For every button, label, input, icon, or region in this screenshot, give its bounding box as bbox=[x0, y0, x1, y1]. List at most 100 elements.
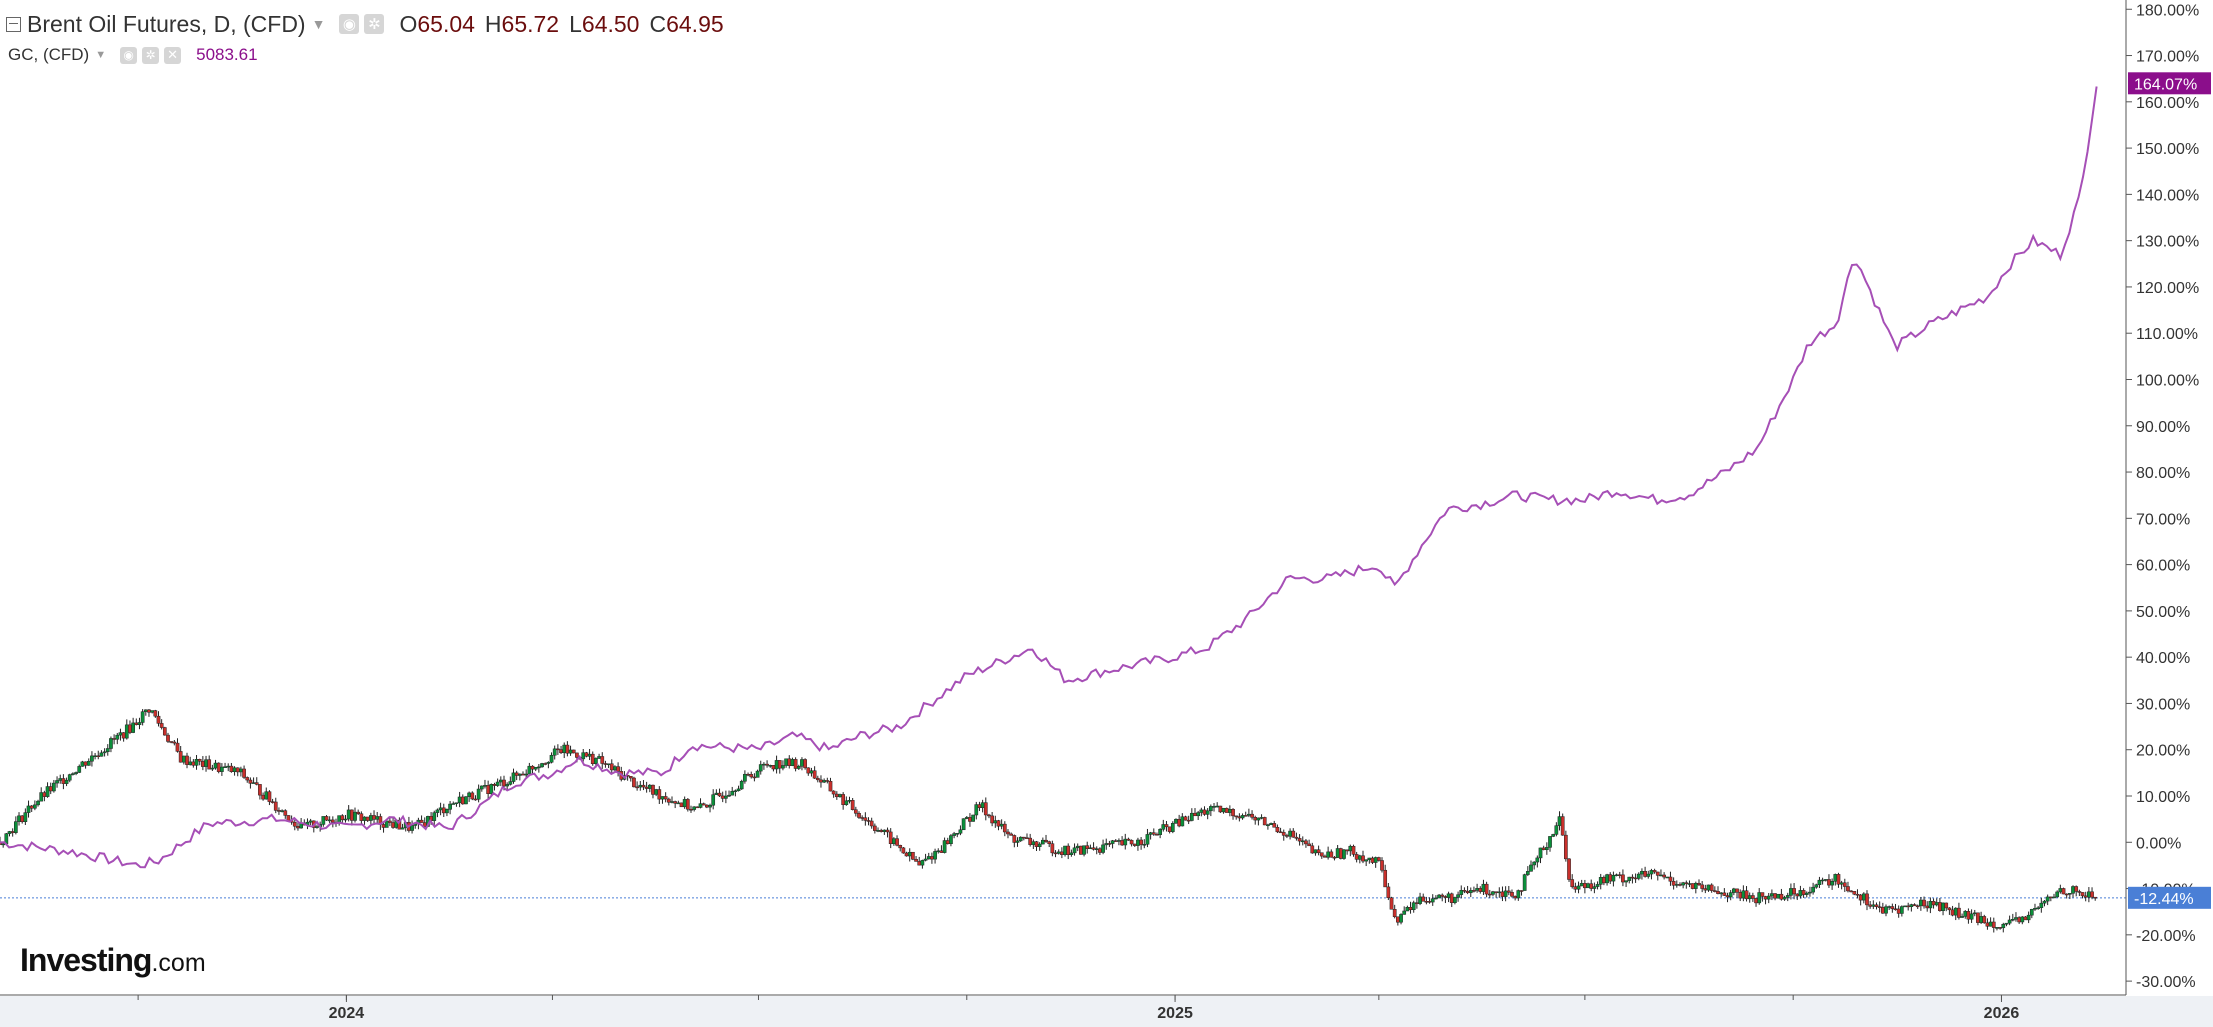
brent-candle bbox=[841, 794, 846, 805]
brent-candle bbox=[530, 765, 535, 770]
brent-candle bbox=[1449, 893, 1454, 903]
brent-candle bbox=[1189, 812, 1194, 821]
brent-candle bbox=[1446, 893, 1451, 898]
brent-candle bbox=[1598, 877, 1603, 885]
brent-candle bbox=[1050, 843, 1055, 854]
brent-candle bbox=[96, 755, 101, 757]
brent-candle bbox=[581, 752, 586, 760]
brent-candle bbox=[1345, 849, 1349, 852]
brent-candle bbox=[1655, 871, 1660, 876]
eye-icon[interactable]: ◉ bbox=[339, 14, 360, 34]
brent-candle bbox=[698, 803, 703, 808]
settings-icon[interactable]: ✲ bbox=[142, 46, 160, 64]
brent-candle bbox=[1459, 890, 1464, 895]
brent-candle bbox=[1732, 888, 1736, 893]
brent-candle bbox=[736, 788, 741, 791]
brent-candle bbox=[651, 784, 655, 795]
compare-symbol[interactable]: GC, (CFD) bbox=[8, 45, 90, 64]
brent-candle bbox=[159, 723, 164, 728]
brent-candle bbox=[1716, 891, 1720, 894]
x-tick-label: 2026 bbox=[1984, 1005, 2020, 1022]
brent-candle bbox=[2045, 896, 2050, 902]
brent-candle bbox=[61, 778, 66, 784]
brent-candle bbox=[771, 765, 776, 770]
symbol-title[interactable]: Brent Oil Futures, D, (CFD) bbox=[27, 10, 306, 37]
brent-candle bbox=[1779, 893, 1784, 900]
brent-candle bbox=[682, 799, 687, 808]
brent-candle bbox=[746, 773, 750, 776]
brent-candle bbox=[1240, 815, 1245, 819]
brent-candle bbox=[705, 804, 709, 808]
brent-candle bbox=[1751, 895, 1755, 899]
brent-candle bbox=[632, 777, 636, 788]
brent-candle bbox=[1633, 877, 1638, 880]
brent-candle bbox=[1361, 855, 1365, 862]
brent-candle bbox=[917, 861, 922, 866]
main-legend-row: Brent Oil Futures, D, (CFD) ▼ ◉ ✲ O65.04… bbox=[6, 9, 724, 39]
brent-candle bbox=[432, 812, 437, 821]
brent-candle bbox=[1434, 897, 1438, 900]
brent-candle bbox=[1830, 881, 1834, 886]
brent-candle bbox=[873, 825, 877, 831]
brent-candle bbox=[1272, 823, 1277, 828]
brent-candle bbox=[1665, 876, 1670, 879]
brent-candle bbox=[1874, 904, 1879, 907]
brent-candle bbox=[996, 820, 1001, 827]
brent-candle bbox=[1823, 879, 1828, 881]
brent-candle bbox=[140, 711, 145, 723]
chevron-down-icon[interactable]: ▼ bbox=[95, 49, 107, 61]
brent-candle bbox=[359, 813, 364, 821]
brent-candle bbox=[556, 748, 560, 751]
brent-candle bbox=[1652, 870, 1657, 873]
brent-candle bbox=[1617, 874, 1622, 876]
brent-candle bbox=[20, 815, 25, 823]
brent-candle bbox=[1259, 817, 1264, 819]
brent-candle bbox=[930, 856, 934, 860]
ohlc-value-O: 65.04 bbox=[417, 10, 475, 37]
brent-candle bbox=[587, 753, 592, 757]
chevron-down-icon[interactable]: ▼ bbox=[311, 16, 326, 32]
brent-candle bbox=[568, 749, 573, 754]
brent-candle bbox=[1703, 888, 1708, 891]
brent-candle bbox=[1037, 843, 1042, 847]
brent-candle bbox=[1370, 857, 1375, 863]
brent-candle bbox=[1231, 809, 1235, 817]
last-value-badges: 164.07% -12.44% bbox=[2128, 72, 2211, 909]
brent-candle bbox=[1180, 816, 1185, 827]
brent-candle bbox=[1481, 883, 1486, 892]
brent-candle bbox=[644, 786, 649, 789]
brent-candle bbox=[2080, 892, 2085, 897]
brent-candle bbox=[1966, 911, 1971, 920]
settings-icon[interactable]: ✲ bbox=[364, 14, 385, 34]
brent-candle bbox=[1776, 893, 1781, 899]
brent-candle bbox=[1170, 823, 1175, 832]
remove-icon[interactable]: ✕ bbox=[164, 46, 182, 64]
brent-candle bbox=[1827, 879, 1831, 886]
brent-candle bbox=[1589, 883, 1594, 889]
brent-candle bbox=[549, 754, 554, 763]
brent-candle bbox=[1310, 845, 1315, 854]
brent-candle bbox=[1985, 922, 1990, 927]
brent-candle bbox=[1979, 916, 1983, 923]
collapse-legend-icon[interactable] bbox=[6, 16, 21, 32]
brent-candle bbox=[584, 752, 589, 757]
brent-candle bbox=[999, 823, 1004, 827]
brent-candle bbox=[628, 776, 633, 779]
brent-candle bbox=[1012, 835, 1017, 843]
y-tick-label: 20.00% bbox=[2136, 743, 2190, 760]
brent-candle bbox=[1294, 836, 1299, 839]
brent-candle bbox=[162, 727, 167, 736]
brent-candle bbox=[990, 815, 994, 824]
brent-candle bbox=[888, 831, 893, 845]
time-axis[interactable]: 2024 2025 2026 bbox=[0, 994, 2213, 1027]
brent-candle bbox=[280, 810, 284, 812]
price-axis[interactable]: 180.00% 170.00% 160.00% 150.00% 140.00% 130.0… bbox=[2125, 0, 2199, 995]
brent-candle bbox=[974, 804, 979, 816]
brent-candle bbox=[1944, 902, 1949, 909]
brent-candle bbox=[1662, 874, 1666, 878]
brent-candle bbox=[524, 773, 529, 776]
eye-icon[interactable]: ◉ bbox=[120, 46, 138, 64]
x-tick-label: 2025 bbox=[1157, 1005, 1193, 1022]
brent-candle bbox=[511, 772, 516, 782]
